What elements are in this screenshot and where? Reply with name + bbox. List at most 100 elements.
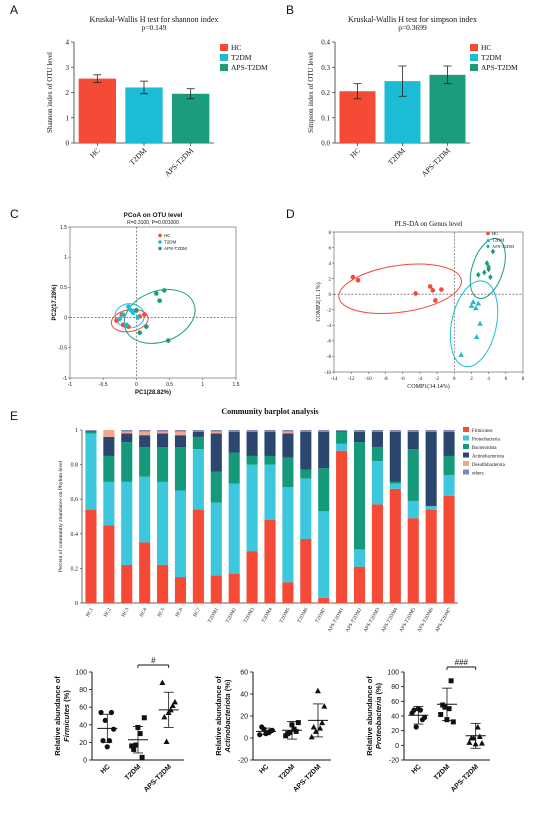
y-tick-label: -8 (327, 355, 332, 360)
point-t2dm (137, 731, 143, 737)
x-tick-label: -10 (365, 377, 372, 382)
y-tick-label: 0 (66, 140, 70, 148)
stack-segment-bacteroidota (85, 431, 97, 434)
x-tick-label: HC (100, 763, 112, 775)
point-hc (433, 298, 438, 303)
point-aps-t2dm (488, 274, 493, 281)
point-t2dm (468, 302, 475, 308)
x-tick-label: APS-T2DM (143, 763, 173, 793)
y-tick-label: -20 (238, 758, 248, 765)
x-tick-label: HC5 (157, 607, 166, 618)
legend-marker (158, 246, 162, 251)
confidence-ellipse-t2dm (449, 280, 499, 368)
stack-segment-actinobacteriota (318, 431, 330, 469)
y-axis-label-taxon: Firmicutes (62, 704, 71, 742)
y-axis-label-prefix: Relative abundance of (365, 676, 374, 756)
confidence-ellipse-aps-t2dm (123, 288, 196, 344)
y-tick-label: 60 (391, 699, 399, 706)
point-t2dm (129, 743, 135, 749)
point-aps-t2dm (159, 679, 166, 686)
x-tick-label: -6 (401, 377, 406, 382)
legend-swatch (463, 435, 469, 441)
legend-swatch (470, 44, 478, 51)
y-tick-label: 3 (66, 64, 70, 72)
legend-label: HC (481, 43, 491, 52)
point-hc (102, 717, 108, 724)
y-tick-label: 2 (66, 89, 70, 97)
y-tick-label: -20 (389, 758, 399, 765)
x-tick-label: T2DM (386, 146, 407, 167)
x-tick-label: HC6 (175, 607, 184, 618)
x-tick-label: 6 (505, 377, 508, 382)
stack-segment-firmicutes (174, 577, 187, 603)
point-aps-t2dm (165, 338, 171, 343)
stack-segment-proteobacteria (157, 481, 169, 565)
stack-segment-actinobacteriota (336, 430, 348, 432)
stack-segment-bacteroidota (121, 442, 133, 482)
stack-segment-proteobacteria (246, 464, 258, 552)
x-tick-label: 1 (201, 382, 204, 388)
stack-segment-bacteroidota (443, 455, 455, 475)
point-t2dm (450, 719, 456, 725)
point-hc (430, 288, 436, 293)
stack-segment-firmicutes (228, 573, 240, 603)
stack-segment-others (121, 430, 133, 432)
y-tick-label: 0.6 (71, 497, 79, 503)
bar-aps-t2dm (172, 93, 210, 143)
stack-segment-actinobacteriota (228, 431, 240, 453)
point-t2dm (448, 678, 454, 684)
stack-segment-others (192, 430, 204, 432)
point-t2dm (130, 310, 136, 316)
y-tick-label: 80 (79, 687, 87, 694)
stack-segment-firmicutes (443, 495, 455, 603)
panel-label: E (10, 409, 18, 423)
chart-subtitle: p=0.149 (142, 23, 167, 32)
legend-label: Bacteroidota (472, 446, 497, 451)
y-tick-label: 8 (329, 231, 332, 236)
x-tick-label: 4 (487, 377, 490, 382)
y-tick-label: 0.2 (321, 89, 330, 97)
point-hc (104, 744, 110, 750)
point-t2dm (133, 742, 139, 748)
point-aps-t2dm (161, 713, 168, 720)
stack-segment-bacteroidota (336, 431, 348, 444)
stack-segment-actinobacteriota (389, 431, 401, 482)
point-hc (413, 291, 418, 296)
legend-label: others (472, 472, 484, 477)
point-aps-t2dm (484, 260, 490, 267)
point-hc (98, 709, 104, 716)
y-tick-label: 1 (66, 114, 70, 122)
point-t2dm (440, 702, 446, 708)
x-tick-label: APS-T2DM1 (328, 607, 346, 633)
x-tick-label: -12 (348, 377, 355, 382)
legend-label: T2DM (164, 240, 177, 245)
point-hc (106, 738, 113, 744)
y-tick-label: 20 (79, 740, 87, 747)
y-axis-label-prefix: Relative abundance of (214, 676, 223, 756)
stack-segment-actinobacteriota (425, 431, 437, 507)
y-tick-label: -10 (324, 371, 331, 376)
point-aps-t2dm (137, 330, 143, 336)
y-axis-label: Relative abundance ofProteobacteria (%) (365, 676, 383, 756)
chart-title: Kruskal-Wallis H test for simpson index (348, 15, 477, 24)
point-aps-t2dm (171, 698, 178, 705)
bar-hc (78, 78, 116, 143)
point-aps-t2dm (308, 733, 315, 740)
x-tick-label: T2DM (278, 763, 297, 782)
chart-title: Community barplot analysis (221, 407, 318, 416)
point-t2dm (126, 304, 131, 310)
stack-segment-bacteroidota (264, 455, 276, 465)
x-tick-label: -4 (418, 377, 423, 382)
x-tick-label: T2DM1 (208, 607, 221, 624)
stack-segment-actinobacteriota (407, 431, 419, 450)
point-t2dm (438, 712, 444, 718)
stack-segment-desulfobacterota (157, 431, 169, 434)
stack-segment-firmicutes (318, 597, 330, 603)
legend-swatch (220, 44, 228, 51)
y-tick-label: -0.5 (58, 346, 67, 352)
legend-marker (485, 238, 491, 242)
x-tick-label: HC (411, 763, 423, 775)
stack-segment-others (264, 430, 276, 432)
point-hc (427, 284, 433, 289)
panel-label: D (286, 207, 295, 221)
